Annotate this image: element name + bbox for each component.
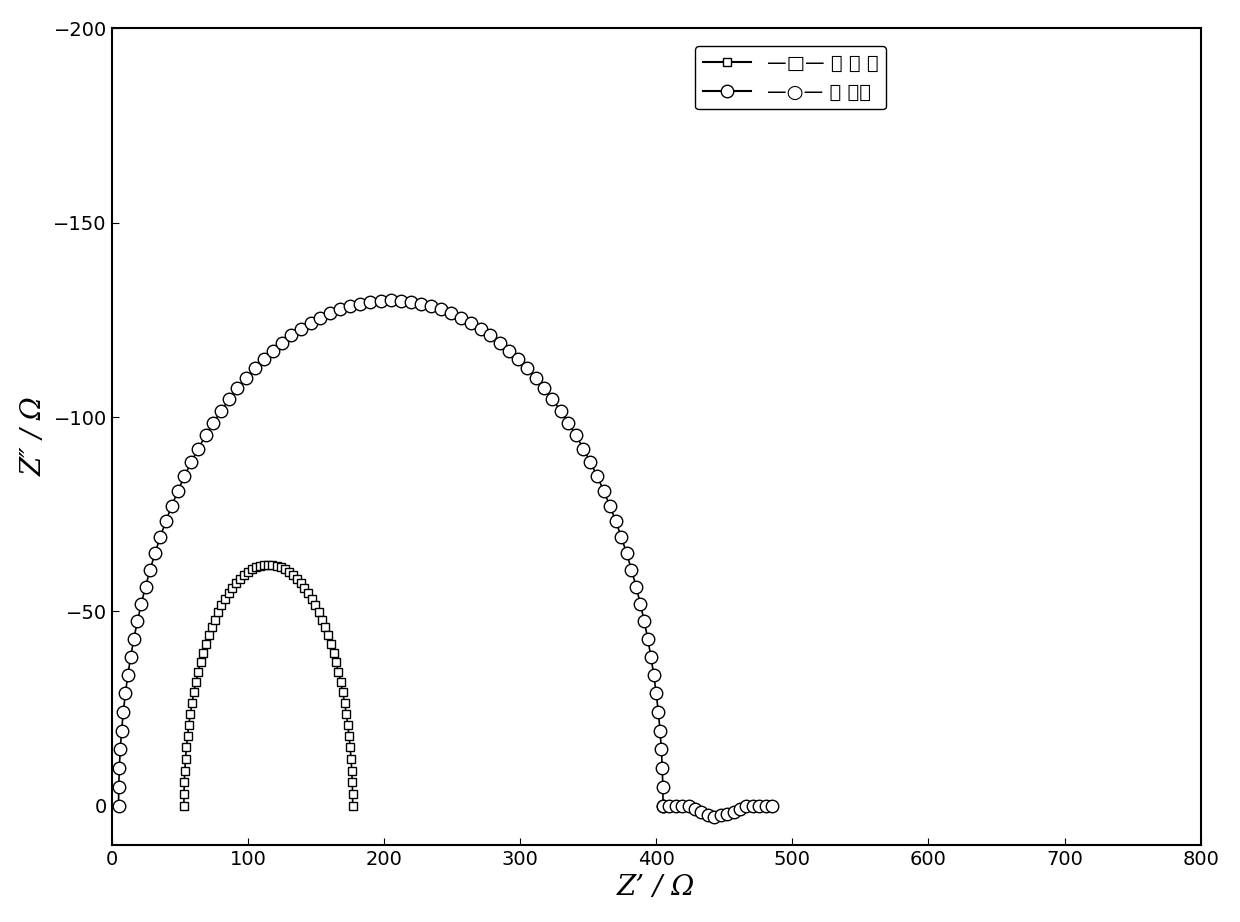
Y-axis label: Z″ / Ω: Z″ / Ω (21, 396, 48, 477)
Legend: —□— 实 验 组, —○— 空 白组: —□— 实 验 组, —○— 空 白组 (694, 46, 887, 110)
X-axis label: Z’ / Ω: Z’ / Ω (618, 874, 696, 901)
